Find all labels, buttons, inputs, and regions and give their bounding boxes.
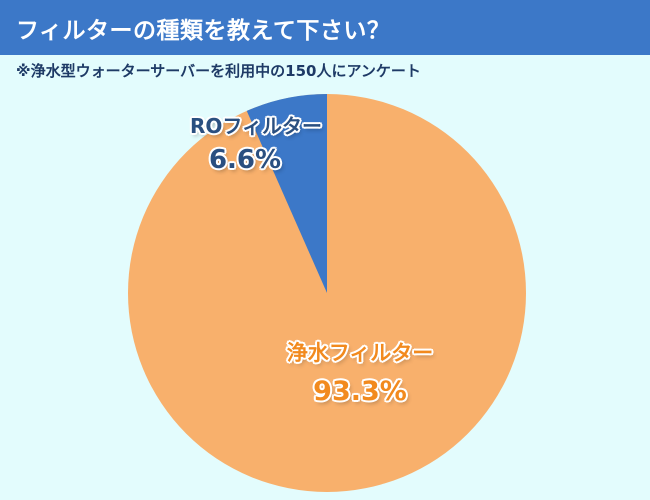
water-filter-label: 浄水フィルター (286, 341, 434, 365)
pie-slice-ro-filter (246, 94, 327, 293)
header-bar: フィルターの種類を教えて下さい？ (0, 0, 650, 55)
ro-filter-label: ROフィルター (189, 114, 322, 138)
water-filter-percent: 93.3% (313, 376, 407, 407)
chart-title: フィルターの種類を教えて下さい？ (16, 17, 391, 44)
ro-filter-percent: 6.6% (208, 145, 282, 175)
survey-note: ※浄水型ウォーターサーバーを利用中の150人にアンケート (16, 62, 421, 80)
